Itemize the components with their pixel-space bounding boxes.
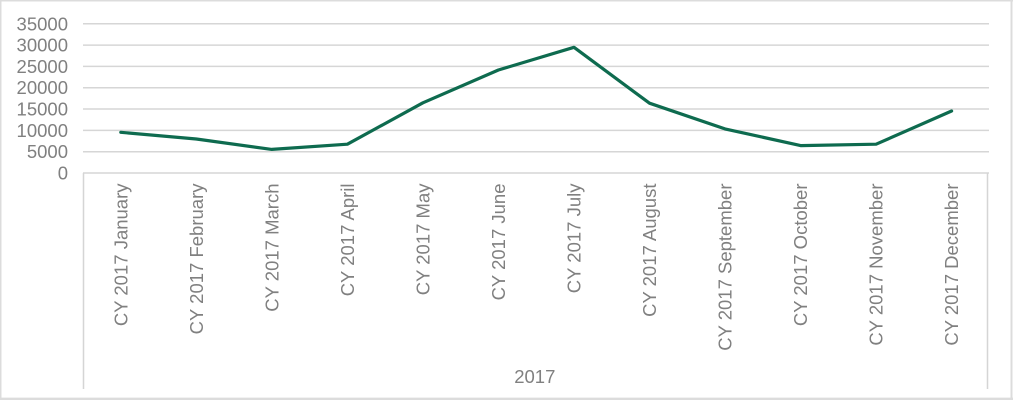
svg-text:CY 2017 May: CY 2017 May: [412, 183, 433, 295]
svg-text:CY 2017 July: CY 2017 July: [564, 183, 585, 293]
svg-text:CY 2017 January: CY 2017 January: [110, 183, 131, 326]
svg-text:10000: 10000: [17, 120, 68, 141]
svg-text:CY 2017 October: CY 2017 October: [790, 184, 811, 327]
svg-text:30000: 30000: [17, 35, 68, 56]
svg-text:CY 2017 June: CY 2017 June: [488, 184, 509, 301]
svg-text:25000: 25000: [17, 56, 68, 77]
svg-text:15000: 15000: [17, 99, 68, 120]
svg-text:CY 2017 December: CY 2017 December: [941, 184, 962, 346]
svg-text:CY 2017 November: CY 2017 November: [866, 184, 887, 346]
svg-text:2017: 2017: [514, 366, 555, 387]
svg-text:CY 2017 August: CY 2017 August: [639, 184, 660, 317]
svg-text:5000: 5000: [27, 141, 68, 162]
svg-text:CY 2017 September: CY 2017 September: [715, 184, 736, 351]
svg-text:35000: 35000: [17, 13, 68, 34]
svg-text:CY 2017 April: CY 2017 April: [337, 184, 358, 297]
svg-text:0: 0: [58, 163, 68, 184]
svg-text:CY 2017 February: CY 2017 February: [186, 183, 207, 335]
svg-text:20000: 20000: [17, 77, 68, 98]
svg-text:CY 2017 March: CY 2017 March: [261, 184, 282, 312]
